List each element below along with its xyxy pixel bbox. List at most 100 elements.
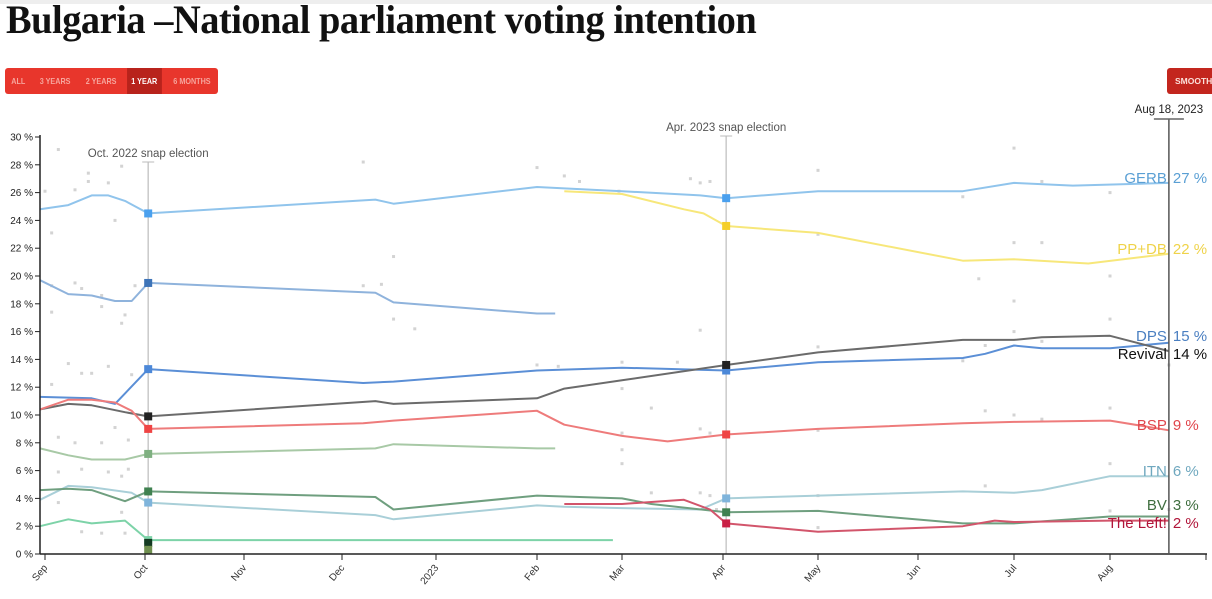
poll-dot — [120, 474, 124, 478]
range-1-year-button[interactable]: 1 YEAR — [127, 68, 162, 94]
poll-dot — [698, 427, 702, 431]
poll-dot — [106, 364, 110, 368]
x-tick-label: 2023 — [419, 563, 442, 587]
series-line-other-green — [39, 443, 556, 461]
poll-dot — [1040, 417, 1044, 421]
y-tick-label: 26 % — [10, 188, 33, 199]
result-marker — [144, 538, 153, 547]
event-label: Oct. 2022 snap election — [88, 148, 209, 160]
series-line-dps — [39, 341, 1169, 405]
poll-dot — [1012, 299, 1016, 303]
y-tick-label: 8 % — [16, 438, 33, 449]
poll-dot — [120, 321, 124, 325]
poll-dot — [379, 282, 383, 286]
poll-dot — [816, 232, 820, 236]
result-marker — [722, 519, 731, 528]
poll-dot — [100, 531, 104, 535]
series-line-pp-db — [564, 190, 1170, 265]
x-tick-label: Jul — [1003, 563, 1020, 580]
series-line-gerb — [39, 181, 1169, 215]
result-marker — [722, 360, 731, 369]
smooth-toggle-button[interactable]: SMOOTH — [1167, 68, 1212, 94]
poll-dot — [392, 317, 396, 321]
poll-dot — [56, 470, 60, 474]
x-tick-label: Sep — [30, 563, 50, 584]
poll-dot — [961, 359, 965, 363]
poll-dot — [620, 431, 624, 435]
poll-dot — [50, 310, 54, 314]
page-title: Bulgaria –National parliament voting int… — [6, 0, 757, 42]
poll-dot — [620, 448, 624, 452]
poll-dot — [698, 491, 702, 495]
series-label-name: BSP — [1137, 417, 1167, 434]
result-marker — [144, 487, 153, 496]
x-tick-label: Mar — [608, 562, 628, 583]
x-tick-label: Apr — [710, 562, 729, 582]
result-marker — [144, 545, 153, 554]
result-marker — [144, 424, 153, 433]
range-all-button[interactable]: ALL — [11, 76, 26, 86]
poll-dot — [361, 160, 365, 164]
poll-dot — [80, 287, 84, 291]
poll-dot — [80, 371, 84, 375]
series-line-bv — [39, 487, 1169, 525]
poll-dot — [983, 344, 987, 347]
poll-dot — [130, 373, 134, 377]
result-marker — [144, 498, 153, 507]
poll-dot — [983, 484, 987, 488]
result-marker — [722, 366, 731, 375]
series-labels: GERB 27 % PP+DB 22 % DPS 15 % Revival 14 % BSP 9 … — [1108, 170, 1207, 532]
poll-dot — [113, 426, 117, 430]
y-tick-label: 16 % — [10, 327, 33, 338]
range-2-years-button[interactable]: 2 YEARS — [85, 76, 117, 86]
y-tick-label: 24 % — [10, 216, 33, 227]
x-tick-label: Nov — [229, 563, 249, 584]
poll-dot — [556, 364, 560, 368]
poll-dot — [688, 177, 692, 181]
poll-dot — [86, 171, 90, 175]
series-label-name: BV — [1147, 497, 1167, 514]
range-6-months-button[interactable]: 6 MONTHS — [172, 76, 211, 86]
poll-dot — [73, 188, 77, 192]
poll-dot — [977, 277, 981, 281]
poll-dot — [413, 327, 417, 331]
poll-dot — [535, 363, 539, 367]
event-markers: Oct. 2022 snap election Apr. 2023 snap el… — [88, 122, 786, 554]
series-label-name: The Left! — [1108, 515, 1167, 532]
poll-dot — [714, 508, 718, 512]
poll-dot — [1108, 191, 1112, 195]
series-lines — [39, 181, 1170, 542]
series-label-value: 27 % — [1173, 170, 1207, 187]
x-tick-label: Oct — [132, 563, 151, 582]
poll-dot — [73, 281, 77, 285]
poll-dot — [816, 526, 820, 530]
result-marker — [144, 209, 153, 218]
series-label-value: 15 % — [1173, 328, 1207, 345]
poll-dot — [392, 255, 396, 259]
poll-dot — [100, 441, 104, 445]
poll-dot — [816, 168, 820, 172]
series-label-value: 3 % — [1173, 497, 1199, 514]
series-label-name: GERB — [1124, 170, 1167, 187]
y-tick-label: 6 % — [16, 466, 33, 477]
poll-dot — [961, 195, 965, 199]
range-3-years-button[interactable]: 3 YEARS — [39, 76, 71, 86]
series-line-former-ally — [39, 279, 556, 315]
poll-dot — [56, 148, 60, 152]
series-label-value: 9 % — [1173, 417, 1199, 434]
poll-dot — [43, 189, 47, 193]
y-tick-label: 0 % — [16, 550, 33, 561]
poll-dot — [106, 181, 110, 185]
poll-dot — [816, 345, 820, 349]
result-marker — [144, 278, 153, 287]
y-tick-label: 30 % — [10, 133, 33, 144]
series-label-name: DPS — [1136, 328, 1167, 345]
poll-dot — [126, 467, 130, 471]
poll-dot — [1012, 241, 1016, 245]
x-tick-label: Feb — [523, 563, 543, 584]
series-line-teal — [39, 518, 613, 542]
poll-dot — [816, 428, 820, 432]
poll-dot — [620, 462, 624, 466]
poll-dot — [86, 179, 90, 183]
